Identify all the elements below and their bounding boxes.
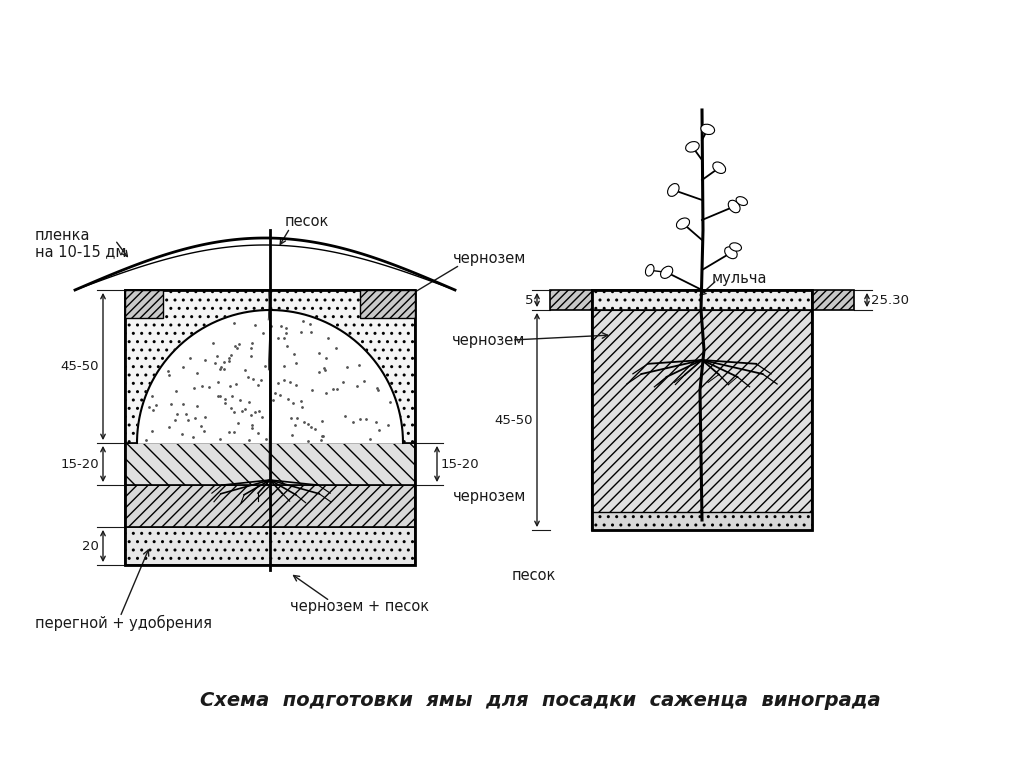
Polygon shape bbox=[137, 310, 403, 443]
Bar bbox=[360, 290, 415, 318]
Ellipse shape bbox=[668, 184, 679, 196]
Bar bbox=[812, 290, 854, 310]
Text: мульча: мульча bbox=[712, 271, 768, 285]
Ellipse shape bbox=[730, 242, 741, 251]
Bar bbox=[592, 512, 812, 530]
Bar bbox=[125, 485, 415, 527]
Ellipse shape bbox=[725, 247, 737, 259]
Text: 15-20: 15-20 bbox=[441, 457, 479, 471]
Ellipse shape bbox=[677, 218, 689, 229]
Text: 45-50: 45-50 bbox=[495, 414, 534, 426]
Bar bbox=[592, 310, 812, 530]
Bar bbox=[592, 290, 812, 530]
Bar bbox=[125, 290, 415, 443]
Bar bbox=[592, 290, 812, 310]
Ellipse shape bbox=[736, 196, 748, 206]
Ellipse shape bbox=[645, 264, 654, 276]
Bar bbox=[550, 290, 592, 310]
Ellipse shape bbox=[686, 142, 699, 152]
Text: 5: 5 bbox=[524, 293, 534, 307]
Ellipse shape bbox=[728, 200, 740, 213]
Text: 45-50: 45-50 bbox=[60, 360, 99, 373]
Text: чернозем: чернозем bbox=[453, 250, 526, 266]
Bar bbox=[125, 290, 415, 565]
Text: перегной + удобрения: перегной + удобрения bbox=[35, 615, 212, 631]
Text: 20: 20 bbox=[82, 540, 99, 553]
Text: пленка: пленка bbox=[35, 228, 90, 242]
Bar bbox=[125, 290, 163, 318]
Ellipse shape bbox=[660, 266, 673, 278]
Bar bbox=[125, 527, 415, 565]
Ellipse shape bbox=[713, 162, 726, 174]
Ellipse shape bbox=[700, 124, 715, 135]
Text: 15-20: 15-20 bbox=[60, 457, 99, 471]
Text: чернозем: чернозем bbox=[452, 332, 525, 347]
Text: на 10-15 дм: на 10-15 дм bbox=[35, 245, 127, 260]
Text: Схема  подготовки  ямы  для  посадки  саженца  винограда: Схема подготовки ямы для посадки саженца… bbox=[200, 691, 881, 709]
Text: песок: песок bbox=[512, 568, 556, 583]
Text: 25.30: 25.30 bbox=[871, 293, 909, 307]
Text: песок: песок bbox=[285, 214, 330, 229]
Bar bbox=[125, 443, 415, 485]
Text: чернозем + песок: чернозем + песок bbox=[290, 600, 429, 615]
Text: чернозем: чернозем bbox=[453, 490, 526, 504]
